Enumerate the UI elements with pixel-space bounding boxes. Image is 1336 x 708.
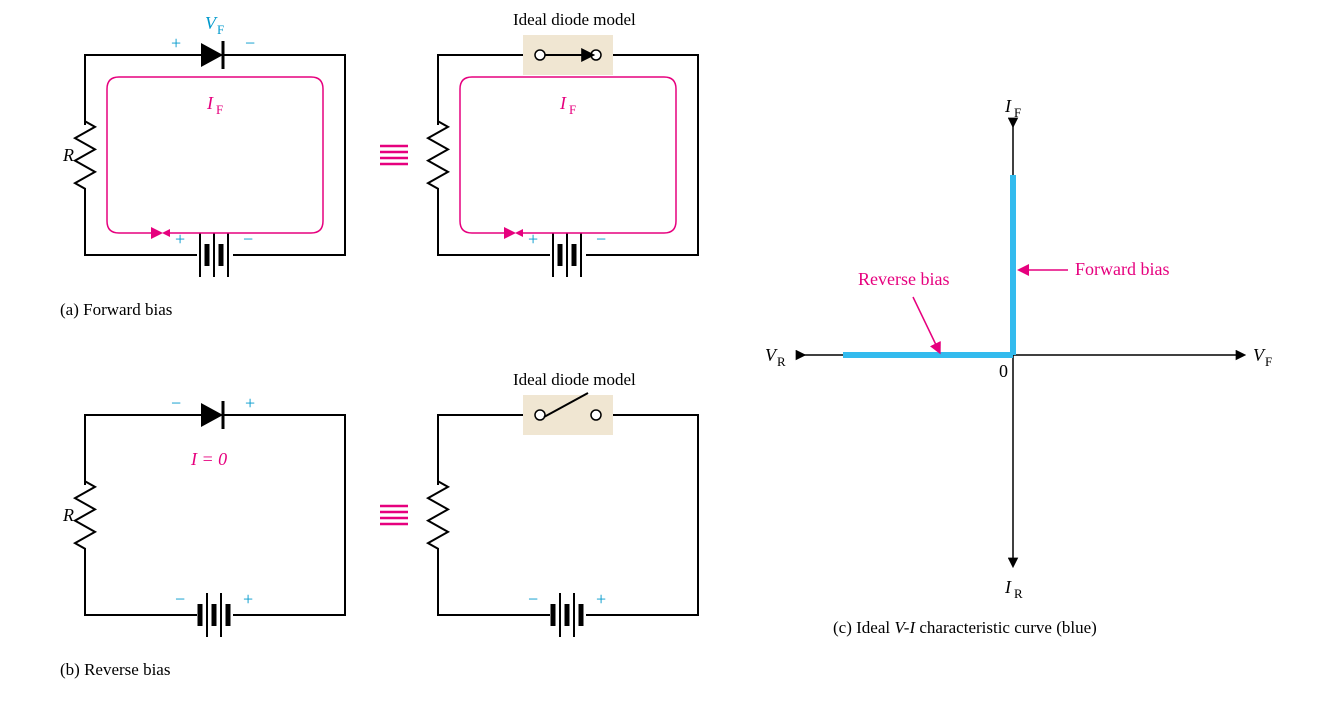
caption-a: (a) Forward bias [60,300,172,319]
plus-bat-b: + [243,589,253,609]
title-ideal-b: Ideal diode model [513,370,636,389]
title-ideal-a: Ideal diode model [513,10,636,29]
minus-bat-r: − [596,229,606,249]
label-VR-axis: VR [765,345,786,369]
circuit-b-right: Ideal diode model − + [428,370,698,637]
minus-bat: − [243,229,253,249]
minus-top-b: − [171,393,181,413]
label: I [206,93,214,113]
label: F [1014,105,1021,120]
switch-open [523,393,613,435]
label-I0: I = 0 [190,449,227,469]
plus-top-b: + [245,393,255,413]
label: F [217,22,224,37]
label: F [216,102,223,117]
circuit-a-left: VF+−IF+−R [62,13,345,277]
battery [553,593,581,637]
label: R [777,354,786,369]
vi-curve: IFIRVFVR0Forward biasReverse bias(c) Ide… [765,96,1272,637]
label-VF: VF [205,13,224,37]
label-reverse-bias: Reverse bias [858,269,949,289]
plus-bat-r: + [528,229,538,249]
label-IF-right: IF [559,93,576,117]
diode [201,401,223,429]
circuit-a-right: Ideal diode model IF + − [428,10,698,277]
label-IR-axis: IR [1004,577,1023,601]
label: I [559,93,567,113]
minus-bat-br: − [528,589,538,609]
equiv-icon [380,506,408,524]
label: F [569,102,576,117]
circuit-b-left: − + I = 0 − + R [62,393,345,637]
label-IF: IF [206,93,223,117]
label: F [1265,354,1272,369]
caption-b: (b) Reverse bias [60,660,170,679]
diode [201,41,223,69]
label-VF-axis: VF [1253,345,1272,369]
label-R: R [62,145,74,165]
label-forward-bias: Forward bias [1075,259,1169,279]
label-R-b: R [62,505,74,525]
label: R [1014,586,1023,601]
equiv-icon [380,146,408,164]
label: I [1004,96,1012,116]
battery [200,233,228,277]
caption-c: (c) Ideal V-I characteristic curve (blue… [833,618,1097,637]
current-loop [460,77,676,233]
arrow-reverse [913,297,938,349]
label-IF-axis: IF [1004,96,1021,120]
plus-bat-br: + [596,589,606,609]
plus-bat: + [175,229,185,249]
battery [200,593,228,637]
minus-top: − [245,33,255,53]
switch-closed [523,35,613,75]
plus-top: + [171,33,181,53]
battery [553,233,581,277]
origin-zero: 0 [999,361,1008,381]
label: I [1004,577,1012,597]
current-loop [107,77,323,233]
minus-bat-b: − [175,589,185,609]
